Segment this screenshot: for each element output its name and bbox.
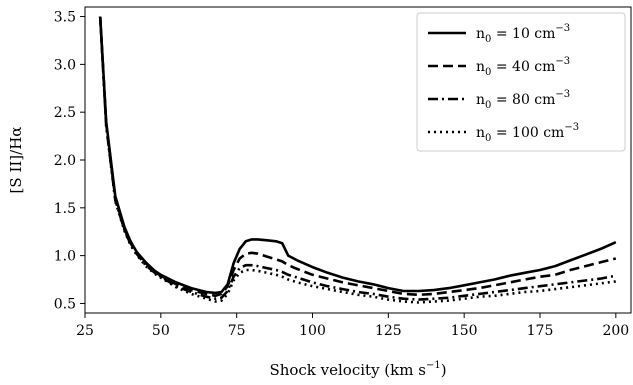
x-tick-label: 50: [152, 323, 170, 339]
legend-label-2: n0 = 80 cm−3: [476, 89, 570, 111]
legend-label-0: n0 = 10 cm−3: [476, 23, 570, 45]
x-axis-label: Shock velocity (km s−1): [269, 360, 446, 379]
y-tick-label: 0.5: [54, 296, 76, 312]
series-line-1: [98, 16, 617, 298]
legend-label-3: n0 = 100 cm−3: [476, 122, 579, 144]
y-tick-label: 3.5: [54, 10, 76, 26]
x-tick-label: 125: [375, 323, 402, 339]
x-axis-ticks: 25 50 75 100 125 150 175 200: [76, 313, 629, 339]
x-tick-label: 100: [299, 323, 326, 339]
x-tick-label: 75: [228, 323, 246, 339]
legend: n0 = 10 cm−3 n0 = 40 cm−3 n0 = 80 cm−3 n0 =…: [416, 12, 626, 152]
x-tick-label: 175: [527, 323, 554, 339]
x-tick-label: 25: [76, 323, 94, 339]
y-tick-label: 1.5: [54, 201, 76, 217]
series-line-3: [98, 16, 616, 304]
legend-label-1: n0 = 40 cm−3: [476, 56, 570, 78]
y-axis-ticks: 0.5 1.0 1.5 2.0 2.5 3.0 3.5: [54, 10, 85, 312]
y-tick-label: 2.0: [54, 153, 76, 169]
y-axis-label: [S II]/Hα: [7, 127, 25, 194]
y-tick-label: 3.0: [54, 57, 76, 73]
series-lines: [98, 16, 617, 304]
y-tick-label: 1.0: [54, 249, 76, 265]
x-tick-label: 150: [451, 323, 478, 339]
series-line-2: [98, 16, 617, 301]
legend-box: [416, 12, 626, 152]
y-tick-label: 2.5: [54, 105, 76, 121]
x-tick-label: 200: [602, 323, 629, 339]
